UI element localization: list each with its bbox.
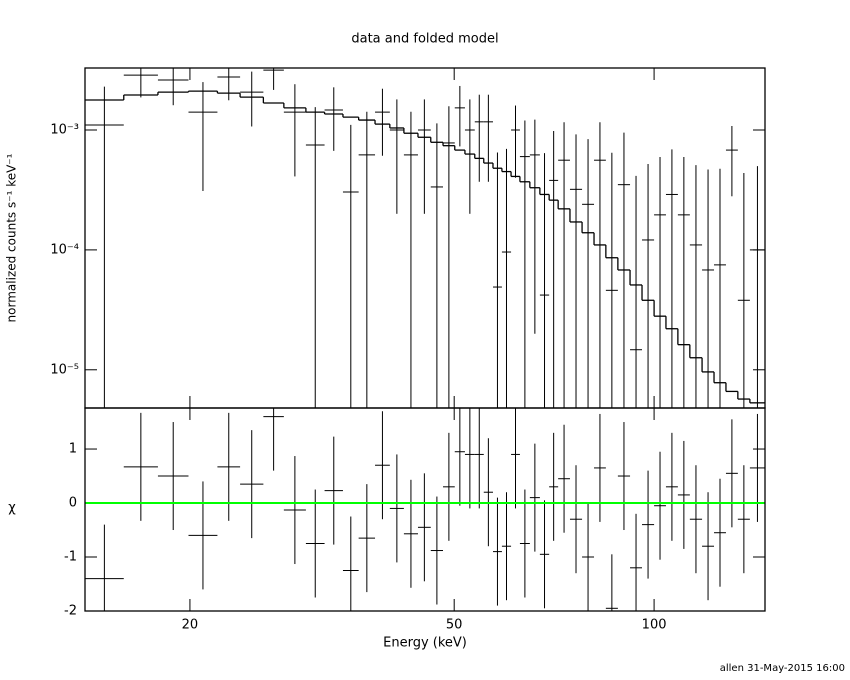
y-tick-label: 10⁻³: [50, 123, 79, 138]
x-axis-label: Energy (keV): [383, 636, 467, 651]
footer: allen 31-May-2015 16:00: [720, 663, 845, 674]
y-tick-label: 1: [69, 442, 77, 457]
x-tick-label: 20: [182, 618, 199, 633]
x-tick-label: 100: [642, 618, 667, 633]
plot-frame: [84, 67, 766, 409]
plot-frame: [84, 407, 766, 612]
x-tick-label: 50: [446, 618, 463, 633]
y-tick-label: -2: [64, 604, 77, 619]
y-axis-label: χ: [8, 501, 16, 516]
y-tick-label: -1: [64, 550, 77, 565]
y-tick-label: 10⁻⁵: [50, 362, 79, 377]
chart-title: data and folded model: [351, 32, 498, 47]
y-tick-label: 0: [69, 496, 77, 511]
y-tick-label: 10⁻⁴: [50, 242, 79, 257]
y-axis-label: normalized counts s⁻¹ keV⁻¹: [5, 153, 19, 322]
